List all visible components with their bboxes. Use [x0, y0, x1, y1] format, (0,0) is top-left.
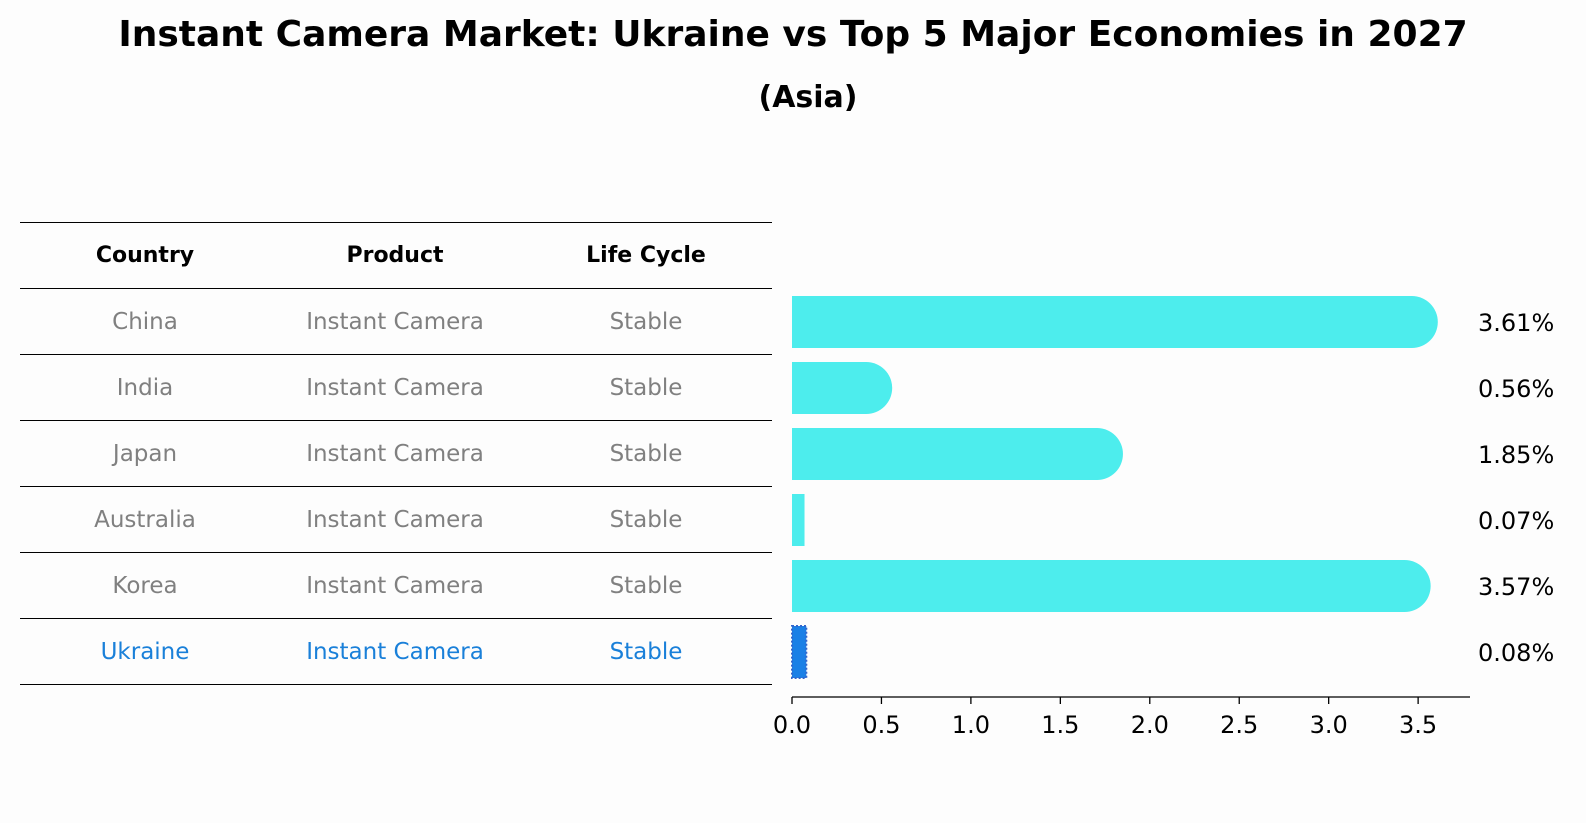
table-row: Japan Instant Camera Stable: [20, 421, 772, 487]
header-country: Country: [95, 243, 195, 268]
bar-japan: [792, 428, 1123, 480]
chart-title: Instant Camera Market: Ukraine vs Top 5 …: [118, 14, 1468, 55]
x-tick-label: 1.0: [952, 711, 990, 739]
table-row: India Instant Camera Stable: [20, 355, 772, 421]
country-cell: Japan: [112, 440, 178, 467]
life-cycle-cell: Stable: [609, 506, 683, 533]
life-cycle-cell: Stable: [609, 440, 683, 467]
chart-subtitle: (Asia): [758, 80, 858, 115]
x-tick-label: 2.5: [1220, 711, 1258, 739]
bar-china: [792, 296, 1438, 348]
header-product: Product: [346, 243, 444, 268]
country-cell: India: [116, 374, 174, 401]
value-label: 3.61%: [1478, 309, 1554, 337]
x-tick-label: 3.0: [1310, 711, 1348, 739]
product-cell: Instant Camera: [306, 572, 484, 599]
country-cell: Ukraine: [100, 638, 190, 665]
product-cell: Instant Camera: [306, 374, 484, 401]
market-table: Country Product Life Cycle China Instant…: [20, 222, 772, 685]
product-cell: Instant Camera: [306, 638, 484, 665]
product-cell: Instant Camera: [306, 440, 484, 467]
value-label: 0.07%: [1478, 507, 1554, 535]
x-tick-label: 0.5: [862, 711, 900, 739]
bar-china-base: [792, 296, 818, 348]
life-cycle-cell: Stable: [609, 572, 683, 599]
table-row: Korea Instant Camera Stable: [20, 553, 772, 619]
product-cell: Instant Camera: [306, 506, 484, 533]
product-cell: Instant Camera: [306, 308, 484, 335]
life-cycle-cell: Stable: [609, 638, 683, 665]
x-tick-label: 1.5: [1041, 711, 1079, 739]
bar-australia: [792, 494, 805, 546]
country-cell: Australia: [94, 506, 196, 533]
bar-ukraine: [791, 625, 808, 679]
value-label: 0.56%: [1478, 375, 1554, 403]
table-row: Australia Instant Camera Stable: [20, 487, 772, 553]
table-row: China Instant Camera Stable: [20, 289, 772, 355]
table-header-row: Country Product Life Cycle: [20, 223, 772, 289]
x-tick-label: 3.5: [1399, 711, 1437, 739]
bar-india-base: [792, 362, 818, 414]
life-cycle-cell: Stable: [609, 374, 683, 401]
bar-korea: [792, 560, 1431, 612]
x-tick-label: 0.0: [773, 711, 811, 739]
x-tick-label: 2.0: [1131, 711, 1169, 739]
country-cell: Korea: [112, 572, 178, 599]
value-label: 0.08%: [1478, 639, 1554, 667]
header-life-cycle: Life Cycle: [586, 243, 706, 268]
table-row-highlighted: Ukraine Instant Camera Stable: [20, 619, 772, 685]
life-cycle-cell: Stable: [609, 308, 683, 335]
value-label: 3.57%: [1478, 573, 1554, 601]
bar-korea-base: [792, 560, 818, 612]
country-cell: China: [112, 308, 178, 335]
value-label: 1.85%: [1478, 441, 1554, 469]
bar-japan-base: [792, 428, 818, 480]
